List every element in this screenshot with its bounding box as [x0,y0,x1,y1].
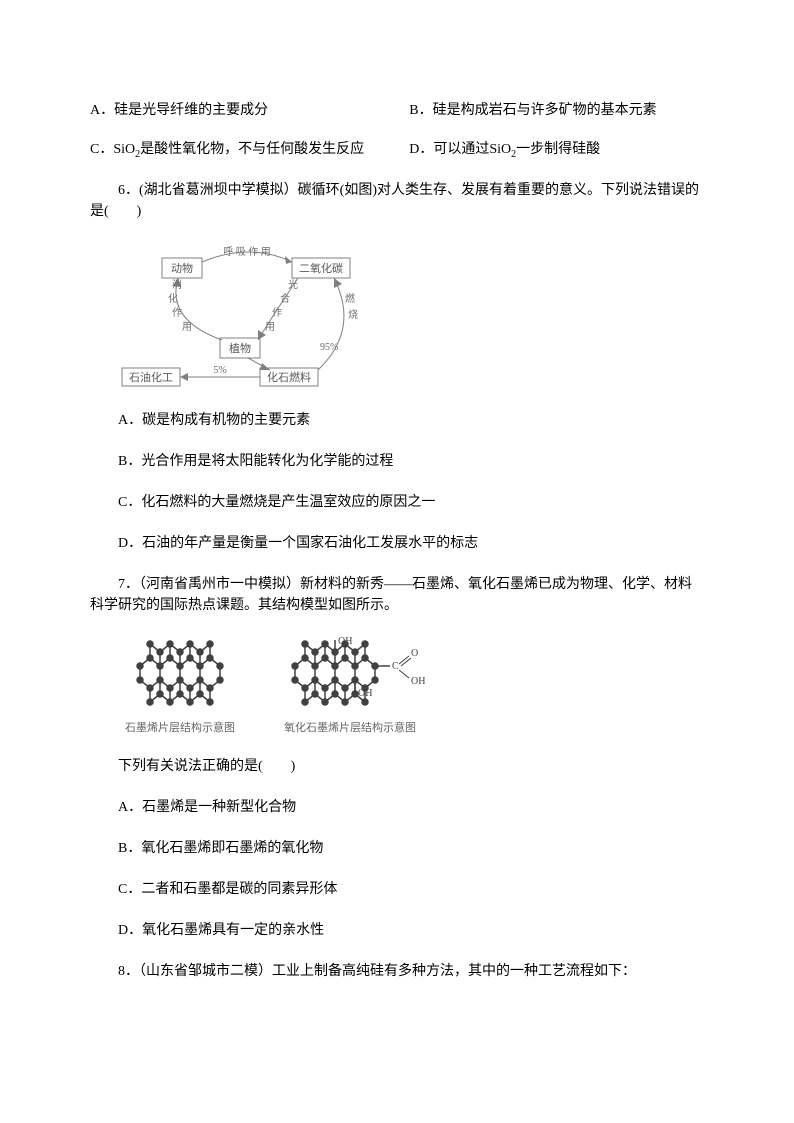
svg-text:石油化工: 石油化工 [129,370,173,384]
svg-text:化: 化 [168,292,178,305]
graphene-oxide-caption: 氧化石墨烯片层结构示意图 [275,720,425,737]
q6-option-a: A．碳是构成有机物的主要元素 [90,410,704,431]
q6-option-d: D．石油的年产量是衡量一个国家石油化工发展水平的标志 [90,533,704,554]
q7-option-b: B．氧化石墨烯即石墨烯的氧化物 [90,838,704,859]
svg-text:O: O [411,648,418,659]
svg-text:用: 用 [265,322,275,333]
q5-option-c: C．SiO2是酸性氧化物，不与任何酸发生反应 [90,139,409,162]
q6-diagram: 动物 二氧化碳 植物 化石燃料 石油化工 呼 吸 作 用 消 化 作 用 光 合… [120,240,704,390]
svg-text:光: 光 [288,278,298,291]
q6-stem: 6．(湖北省葛洲坝中学模拟）碳循环(如图)对人类生存、发展有着重要的意义。下列说… [90,180,704,222]
svg-text:烧: 烧 [348,308,358,321]
q7-prompt: 下列有关说法正确的是( ) [90,756,704,777]
q7-option-d: D．氧化石墨烯具有一定的亲水性 [90,920,704,941]
q8-stem: 8．（山东省邹城市二模）工业上制备高纯硅有多种方法，其中的一种工艺流程如下： [90,961,704,982]
q6-option-c: C．化石燃料的大量燃烧是产生温室效应的原因之一 [90,492,704,513]
svg-text:植物: 植物 [229,341,251,355]
svg-text:5%: 5% [213,365,226,376]
graphene-oxide-figure: OH OH C O OH 氧化石墨烯片层结构示意图 [275,636,425,737]
svg-text:消: 消 [172,278,182,291]
q5-option-b: B．硅是构成岩石与许多矿物的基本元素 [409,100,704,121]
q5-option-d: D．可以通过SiO2一步制得硅酸 [409,139,704,162]
svg-text:C: C [392,661,399,672]
q5-options-row1: A．硅是光导纤维的主要成分 B．硅是构成岩石与许多矿物的基本元素 [90,100,704,121]
svg-text:作: 作 [272,307,282,319]
q5-option-a: A．硅是光导纤维的主要成分 [90,100,409,121]
svg-text:作: 作 [172,307,182,319]
svg-text:化石燃料: 化石燃料 [267,370,311,384]
svg-text:呼 吸 作 用: 呼 吸 作 用 [223,246,271,258]
q5c-post: 是酸性氧化物，不与任何酸发生反应 [140,142,364,157]
svg-text:二氧化碳: 二氧化碳 [299,261,343,275]
graphene-figure: 石墨烯片层结构示意图 [120,636,240,737]
svg-text:燃: 燃 [345,292,355,305]
q7-option-a: A．石墨烯是一种新型化合物 [90,797,704,818]
q5-options-row2: C．SiO2是酸性氧化物，不与任何酸发生反应 D．可以通过SiO2一步制得硅酸 [90,139,704,162]
q5c-pre: C．SiO [90,142,135,157]
svg-text:OH: OH [358,688,372,699]
q6-option-b: B．光合作用是将太阳能转化为化学能的过程 [90,451,704,472]
svg-text:95%: 95% [320,342,338,353]
svg-text:动物: 动物 [171,261,193,275]
q7-stem-text: 7．（河南省禹州市一中模拟）新材料的新秀——石墨烯、氧化石墨烯已成为物理、化学、… [90,574,704,616]
q7-stem: 7．（河南省禹州市一中模拟）新材料的新秀——石墨烯、氧化石墨烯已成为物理、化学、… [90,574,704,616]
q5d-pre: D．可以通过SiO [409,142,511,157]
q7-diagram: 石墨烯片层结构示意图 OH OH C O OH 氧化石墨烯片层结构示意图 [120,636,704,737]
svg-text:OH: OH [338,636,352,647]
svg-text:用: 用 [182,322,192,333]
graphene-caption: 石墨烯片层结构示意图 [120,720,240,737]
q5d-post: 一步制得硅酸 [516,142,600,157]
svg-text:合: 合 [280,292,290,305]
q7-option-c: C．二者和石墨都是碳的同素异形体 [90,879,704,900]
svg-text:OH: OH [411,676,425,687]
